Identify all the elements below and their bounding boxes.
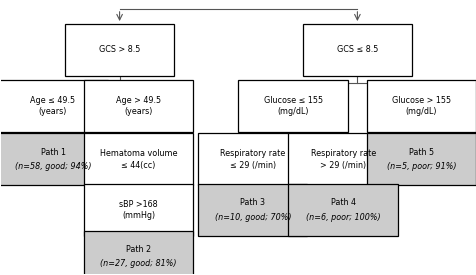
FancyBboxPatch shape bbox=[288, 184, 397, 236]
Text: (n=6, poor; 100%): (n=6, poor; 100%) bbox=[305, 213, 380, 222]
Text: Path 5: Path 5 bbox=[408, 148, 433, 157]
Text: Path 4: Path 4 bbox=[330, 198, 355, 207]
Text: Respiratory rate
> 29 (/min): Respiratory rate > 29 (/min) bbox=[310, 149, 375, 170]
Text: Age > 49.5
(years): Age > 49.5 (years) bbox=[116, 96, 161, 116]
FancyBboxPatch shape bbox=[65, 24, 174, 76]
FancyBboxPatch shape bbox=[238, 80, 347, 132]
FancyBboxPatch shape bbox=[366, 133, 476, 185]
Text: (n=58, good; 94%): (n=58, good; 94%) bbox=[15, 162, 91, 171]
FancyBboxPatch shape bbox=[198, 184, 307, 236]
Text: sBP >168
(mmHg): sBP >168 (mmHg) bbox=[119, 200, 158, 220]
Text: (n=27, good; 81%): (n=27, good; 81%) bbox=[100, 259, 177, 268]
Text: (n=10, good; 70%): (n=10, good; 70%) bbox=[214, 213, 290, 222]
FancyBboxPatch shape bbox=[84, 80, 193, 132]
FancyBboxPatch shape bbox=[84, 133, 193, 185]
FancyBboxPatch shape bbox=[366, 80, 476, 132]
FancyBboxPatch shape bbox=[302, 24, 411, 76]
Text: (n=5, poor; 91%): (n=5, poor; 91%) bbox=[386, 162, 456, 171]
FancyBboxPatch shape bbox=[84, 184, 193, 236]
Text: GCS ≤ 8.5: GCS ≤ 8.5 bbox=[336, 45, 377, 54]
FancyBboxPatch shape bbox=[84, 230, 193, 275]
FancyBboxPatch shape bbox=[198, 133, 307, 185]
Text: Glucose > 155
(mg/dL): Glucose > 155 (mg/dL) bbox=[391, 96, 450, 116]
Text: Hematoma volume
≤ 44(cc): Hematoma volume ≤ 44(cc) bbox=[99, 149, 177, 170]
FancyBboxPatch shape bbox=[288, 133, 397, 185]
FancyBboxPatch shape bbox=[0, 133, 108, 185]
Text: Respiratory rate
≤ 29 (/min): Respiratory rate ≤ 29 (/min) bbox=[220, 149, 285, 170]
FancyBboxPatch shape bbox=[0, 80, 108, 132]
Text: Glucose ≤ 155
(mg/dL): Glucose ≤ 155 (mg/dL) bbox=[263, 96, 322, 116]
Text: GCS > 8.5: GCS > 8.5 bbox=[99, 45, 140, 54]
Text: Path 2: Path 2 bbox=[126, 245, 151, 254]
Text: Path 3: Path 3 bbox=[240, 198, 265, 207]
Text: Age ≤ 49.5
(years): Age ≤ 49.5 (years) bbox=[30, 96, 75, 116]
Text: Path 1: Path 1 bbox=[40, 148, 65, 157]
